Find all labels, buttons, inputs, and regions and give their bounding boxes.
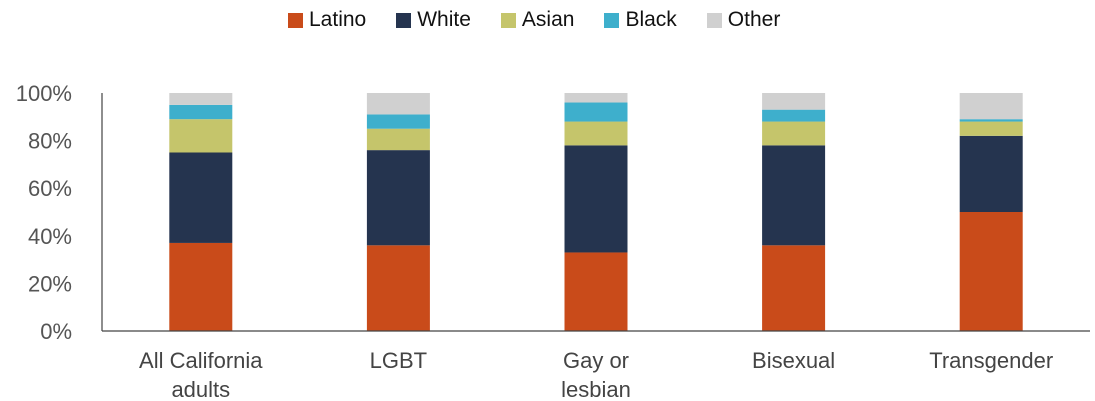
legend-item-black: Black — [604, 8, 677, 32]
bar-segment-white — [366, 150, 430, 246]
legend: Latino White Asian Black Other — [288, 8, 810, 32]
x-tick-label: LGBT — [370, 348, 427, 373]
y-tick-label: 60% — [28, 176, 72, 201]
legend-item-white: White — [396, 8, 471, 32]
bar-segment-black — [564, 102, 628, 122]
legend-item-asian: Asian — [500, 8, 575, 32]
x-tick-label: Transgender — [929, 348, 1053, 373]
bar-segment-other — [564, 93, 628, 103]
legend-item-other: Other — [706, 8, 781, 32]
legend-swatch-white — [396, 12, 412, 28]
x-tick-label: lesbian — [561, 377, 631, 401]
bar-segment-white — [762, 145, 826, 246]
legend-label-latino: Latino — [309, 8, 367, 31]
bar-segment-black — [169, 104, 233, 120]
legend-swatch-latino — [288, 12, 303, 28]
bar-segment-other — [762, 93, 826, 110]
y-tick-label: 40% — [28, 224, 72, 249]
x-tick-label: Bisexual — [752, 348, 835, 373]
bar-segment-white — [564, 145, 628, 253]
legend-label-other: Other — [727, 8, 781, 31]
bar-segment-asian — [959, 121, 1023, 136]
bar-segment-latino — [762, 245, 826, 331]
y-tick-label: 80% — [28, 129, 72, 154]
bar-segment-black — [762, 109, 826, 122]
legend-swatch-asian — [500, 12, 516, 28]
bar-segment-latino — [959, 212, 1023, 331]
bar-segment-asian — [366, 128, 430, 151]
y-tick-label: 20% — [28, 271, 72, 296]
legend-swatch-other — [706, 12, 722, 28]
x-tick-label: adults — [171, 377, 230, 401]
legend-label-asian: Asian — [521, 8, 575, 31]
bar-segment-asian — [169, 119, 233, 153]
x-tick-label: Gay or — [563, 348, 629, 373]
bar-segment-other — [169, 93, 233, 105]
y-tick-label: 0% — [40, 319, 72, 344]
x-tick-label: All California — [139, 348, 263, 373]
bar-segment-latino — [169, 242, 233, 331]
bar-segment-white — [959, 135, 1023, 212]
bar-segment-asian — [564, 121, 628, 146]
bar-segment-asian — [762, 121, 826, 146]
bar-segment-latino — [564, 252, 628, 331]
y-tick-label: 100% — [16, 81, 72, 106]
bar-segment-other — [959, 93, 1023, 120]
bar-segment-white — [169, 152, 233, 243]
bar-segment-black — [959, 119, 1023, 122]
legend-label-black: Black — [625, 8, 677, 31]
legend-swatch-black — [604, 12, 620, 28]
legend-item-latino: Latino — [288, 8, 366, 32]
bar-segment-other — [366, 93, 430, 115]
bar-segment-black — [366, 114, 430, 129]
bar-segment-latino — [366, 245, 430, 331]
legend-label-white: White — [417, 8, 471, 31]
